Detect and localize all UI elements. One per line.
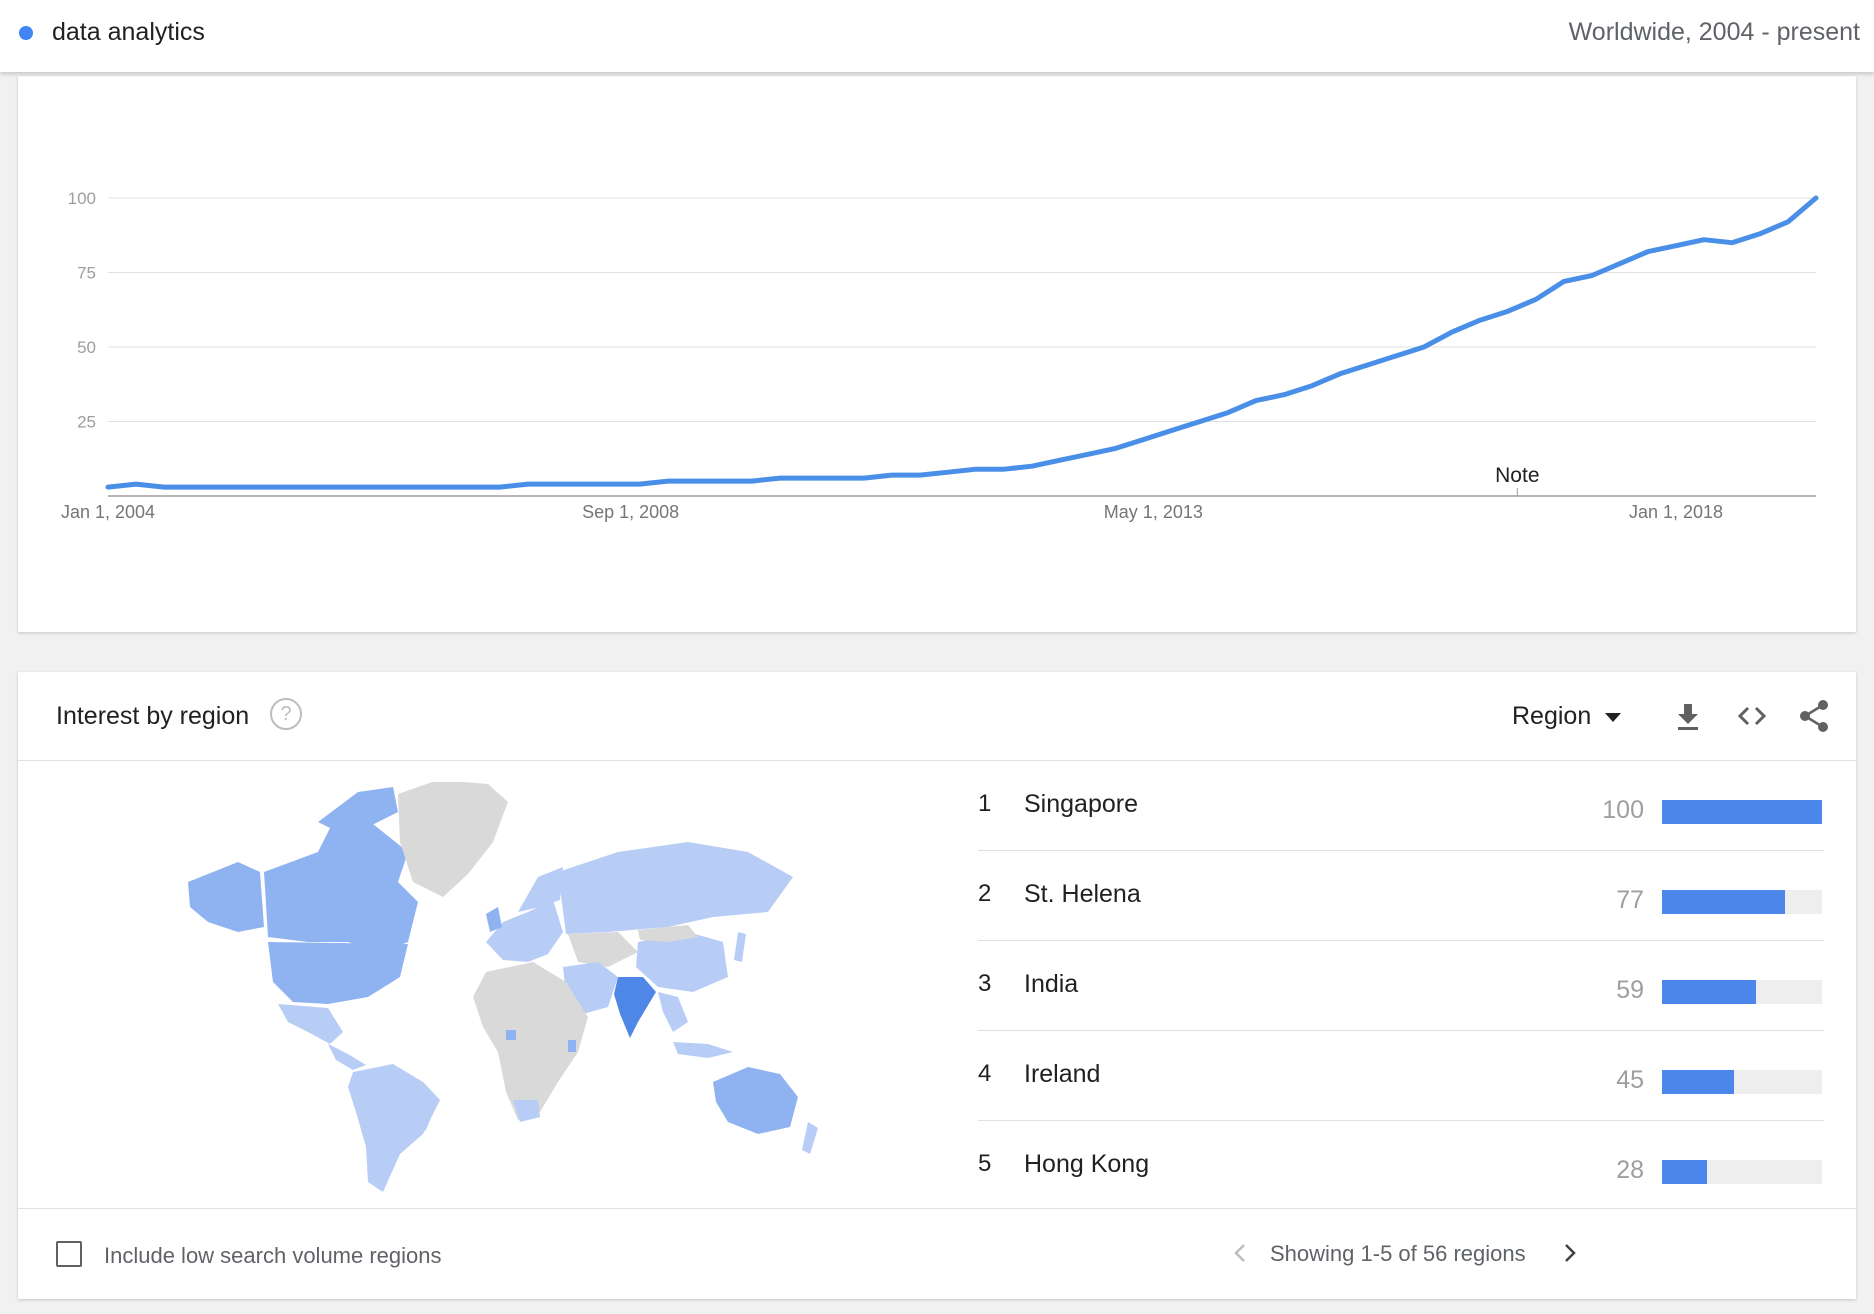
map-region-india: [614, 977, 656, 1038]
region-bar-track: [1662, 1160, 1822, 1184]
y-tick-label: 100: [68, 189, 96, 208]
world-map[interactable]: [168, 780, 828, 1192]
region-bar-fill: [1662, 1160, 1707, 1184]
region-value: 28: [1616, 1156, 1644, 1184]
region-rank: 5: [978, 1150, 992, 1177]
chart-gridlines: [108, 197, 1816, 497]
search-term-label[interactable]: data analytics: [52, 18, 205, 46]
map-region-south-africa: [513, 1100, 540, 1122]
region-bar-fill: [1662, 1070, 1734, 1094]
region-name[interactable]: Singapore: [1024, 790, 1138, 818]
term-color-dot: [19, 26, 33, 40]
region-bar-fill: [1662, 890, 1786, 914]
interest-over-time-chart: 100 75 50 25 Jan 1, 2004 Sep 1, 2008 May 1, 2…: [61, 189, 1819, 522]
world-map-graphic: [188, 780, 818, 1192]
y-tick-label: 75: [77, 264, 96, 283]
x-tick-label: Jan 1, 2004: [61, 502, 155, 522]
map-region-japan: [734, 932, 746, 962]
chart-annotation: Note: [1495, 464, 1540, 496]
map-region-scandinavia: [518, 867, 563, 912]
map-region-canada: [264, 812, 418, 952]
region-name[interactable]: St. Helena: [1024, 880, 1141, 908]
share-icon[interactable]: [1794, 696, 1834, 736]
map-region-brazil: [378, 1080, 438, 1142]
region-bar-track: [1662, 980, 1822, 1004]
region-rank: 2: [978, 880, 992, 907]
map-region-alaska: [188, 862, 264, 932]
region-name[interactable]: Hong Kong: [1024, 1150, 1150, 1178]
region-name[interactable]: Ireland: [1024, 1060, 1101, 1088]
interest-by-region-card: Interest by region ? Region: [18, 672, 1856, 1299]
caret-down-icon: [1605, 712, 1622, 722]
list-item[interactable]: 5 Hong Kong 28: [978, 1120, 1824, 1210]
map-region-uk-ireland: [486, 907, 502, 932]
include-low-volume-label[interactable]: Include low search volume regions: [104, 1243, 442, 1268]
region-resolution-dropdown[interactable]: Region: [1512, 698, 1622, 734]
list-item[interactable]: 3 India 59: [978, 940, 1824, 1031]
map-region-central-asia: [568, 932, 638, 967]
region-card-title: Interest by region: [56, 702, 250, 730]
region-name[interactable]: India: [1024, 970, 1079, 998]
x-tick-label: Jan 1, 2018: [1629, 502, 1723, 522]
region-card-header: Interest by region ? Region: [18, 672, 1856, 761]
map-region-australia: [713, 1067, 798, 1134]
region-rank: 1: [978, 790, 992, 817]
embed-icon[interactable]: [1732, 696, 1772, 736]
interest-over-time-card: 100 75 50 25 Jan 1, 2004 Sep 1, 2008 May 1, 2…: [18, 76, 1856, 632]
region-value: 77: [1616, 886, 1644, 914]
map-region-china: [636, 932, 728, 992]
region-value: 45: [1616, 1066, 1644, 1094]
x-tick-label: Sep 1, 2008: [582, 502, 679, 522]
top-bar: data analytics Worldwide, 2004 - present: [0, 0, 1874, 72]
region-bar-track: [1662, 890, 1822, 914]
region-bar-track: [1662, 1070, 1822, 1094]
chart-series: [105, 195, 1819, 490]
next-page-icon[interactable]: [1556, 1239, 1584, 1267]
region-value: 59: [1616, 976, 1644, 1004]
list-item[interactable]: 2 St. Helena 77: [978, 850, 1824, 941]
chart-y-axis: 100 75 50 25: [68, 189, 96, 432]
region-resolution-label: Region: [1512, 701, 1592, 730]
map-region-nigeria: [506, 1030, 516, 1040]
y-tick-label: 50: [77, 338, 96, 357]
scope-label[interactable]: Worldwide, 2004 - present: [1568, 18, 1860, 46]
map-region-russia: [558, 842, 793, 934]
download-icon[interactable]: [1668, 696, 1708, 736]
help-icon[interactable]: ?: [270, 698, 302, 730]
map-region-mexico: [278, 1004, 343, 1044]
list-item[interactable]: 1 Singapore 100: [978, 760, 1824, 851]
map-region-usa: [268, 942, 408, 1004]
map-region-europe: [486, 900, 563, 962]
map-region-new-zealand: [802, 1122, 818, 1154]
y-tick-label: 25: [77, 413, 96, 432]
map-region-kenya: [568, 1040, 576, 1052]
map-region-indonesia: [673, 1042, 733, 1058]
x-tick-label: May 1, 2013: [1104, 502, 1203, 522]
map-region-mongolia: [638, 925, 698, 942]
region-card-footer: Include low search volume regions Showin…: [18, 1208, 1856, 1300]
previous-page-icon[interactable]: [1226, 1239, 1254, 1267]
note-annotation[interactable]: Note: [1495, 464, 1539, 487]
region-bar-fill: [1662, 980, 1757, 1004]
region-bar-track: [1662, 800, 1822, 824]
pagination-text: Showing 1-5 of 56 regions: [1270, 1241, 1526, 1266]
region-value: 100: [1602, 796, 1644, 824]
region-rank: 4: [978, 1060, 992, 1087]
map-region-southeast-asia: [658, 992, 688, 1032]
map-region-canada-islands: [318, 787, 398, 832]
map-region-africa: [473, 962, 588, 1120]
include-low-volume-checkbox[interactable]: [56, 1241, 82, 1267]
series-line-data-analytics[interactable]: [105, 195, 1819, 490]
region-rank: 3: [978, 970, 992, 997]
map-region-greenland: [398, 780, 508, 897]
region-bar-fill: [1662, 800, 1822, 824]
chart-x-axis: Jan 1, 2004 Sep 1, 2008 May 1, 2013 Jan 1, …: [61, 502, 1723, 522]
map-region-central-america: [328, 1044, 366, 1070]
list-item[interactable]: 4 Ireland 45: [978, 1030, 1824, 1121]
